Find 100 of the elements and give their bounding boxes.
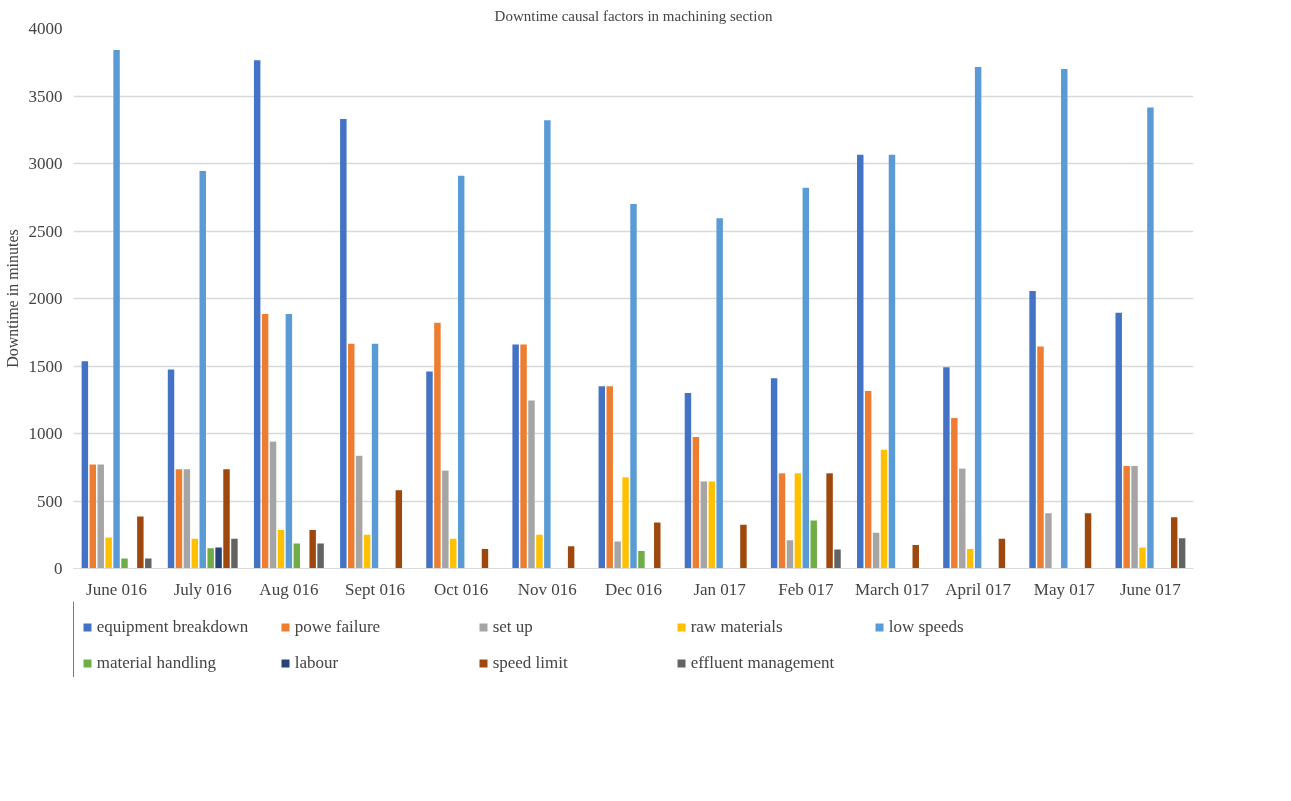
bar [1061, 69, 1068, 569]
bar [253, 60, 261, 569]
bar [167, 369, 175, 569]
bar [544, 120, 551, 569]
bar [105, 537, 112, 569]
legend-label: speed limit [492, 653, 569, 673]
bar [81, 361, 89, 569]
x-tick-label: Oct 016 [434, 579, 489, 599]
bar [113, 50, 120, 569]
bar [434, 322, 441, 569]
bar [684, 393, 692, 569]
bar [826, 473, 833, 569]
y-tick-label: 3500 [28, 86, 63, 106]
y-tick-label: 2000 [28, 289, 63, 308]
bar [121, 558, 128, 569]
chart-title: Downtime causal factors in machining section [494, 7, 773, 24]
bar [606, 386, 613, 569]
bar [1084, 513, 1092, 569]
bar [1147, 107, 1154, 569]
bar [1037, 346, 1044, 569]
bar [614, 541, 621, 569]
bar [1139, 547, 1146, 569]
bar [1045, 513, 1052, 569]
legend-label: low speeds [888, 617, 965, 637]
bar [145, 558, 152, 569]
bar [207, 548, 214, 569]
legend-label: material handling [96, 653, 218, 673]
bar [1029, 291, 1036, 569]
bar [880, 449, 888, 569]
bar [943, 367, 950, 569]
bar [277, 530, 285, 569]
bar [654, 522, 661, 569]
y-tick-label: 1000 [28, 424, 63, 443]
bar [951, 417, 958, 569]
bar [1178, 538, 1186, 569]
bar [567, 546, 575, 569]
bar [223, 469, 230, 569]
bar [215, 547, 222, 569]
bar [802, 187, 810, 569]
bar [426, 371, 433, 569]
bar [872, 532, 880, 569]
y-tick-label: 3000 [28, 154, 63, 173]
bar [450, 538, 457, 569]
y-axis-title: Downtime in minutes [3, 229, 21, 368]
bar [1115, 312, 1122, 569]
bar [285, 314, 293, 569]
bar [457, 175, 465, 569]
x-tick-label: June 016 [86, 579, 148, 599]
x-tick-label: Nov 016 [517, 579, 577, 599]
bar [974, 66, 982, 569]
x-tick-label: July 016 [173, 579, 232, 599]
x-tick-label: Jan 017 [693, 579, 747, 599]
bar [638, 550, 645, 569]
bar [810, 520, 817, 569]
bar [740, 524, 747, 569]
bar [191, 538, 199, 569]
bar [786, 540, 794, 569]
legend-label: set up [492, 617, 534, 637]
x-tick-label: March 017 [854, 579, 930, 599]
bar [778, 473, 786, 569]
bar [888, 154, 896, 569]
x-tick-label: June 017 [1119, 579, 1182, 599]
bar [97, 464, 104, 569]
bar [716, 218, 723, 569]
bar [520, 344, 527, 569]
bar [442, 470, 449, 569]
bar [371, 343, 379, 569]
bar [317, 543, 324, 569]
bar [137, 516, 144, 569]
legend-label: effluent management [690, 653, 836, 673]
bar [966, 548, 974, 569]
x-tick-label: April 017 [945, 579, 1012, 599]
bar [340, 118, 347, 569]
y-tick-label: 500 [37, 491, 63, 511]
bar [528, 400, 535, 569]
bar [864, 390, 872, 569]
x-tick-label: Dec 016 [604, 579, 663, 599]
bar [231, 538, 238, 569]
bar [834, 549, 841, 569]
bar [1170, 517, 1178, 569]
bar [1131, 465, 1138, 569]
bar [700, 481, 708, 569]
bar [175, 469, 183, 569]
bar [959, 468, 966, 569]
bar [512, 344, 519, 569]
legend-label: labour [294, 653, 340, 673]
bar [261, 314, 269, 569]
bar [309, 530, 316, 569]
x-tick-label: May 017 [1033, 579, 1096, 599]
legend-label: equipment breakdown [96, 617, 250, 637]
y-tick-label: 4000 [28, 19, 63, 38]
bar [395, 490, 403, 569]
bar [998, 538, 1006, 569]
bar [348, 343, 355, 569]
x-tick-label: Sept 016 [345, 579, 406, 599]
bar [269, 441, 277, 569]
bar [630, 204, 637, 569]
bar [770, 378, 778, 569]
x-tick-label: Feb 017 [778, 579, 834, 599]
bar [481, 548, 489, 569]
